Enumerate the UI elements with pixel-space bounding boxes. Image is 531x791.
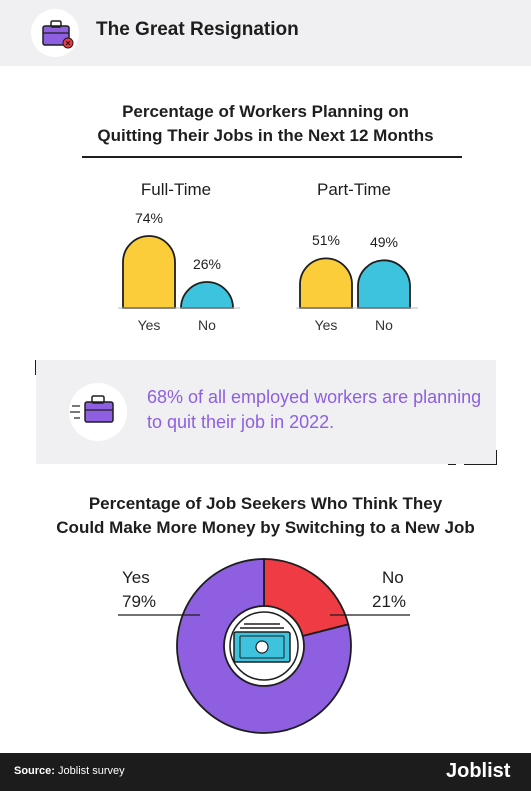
category-label-full-time-yes: Yes xyxy=(137,317,161,333)
source-label: Source: xyxy=(14,765,55,777)
callout-text: 68% of all employed workers are planning… xyxy=(147,387,482,432)
value-label-full-time-no: 26% xyxy=(192,256,222,272)
category-label-part-time-yes: Yes xyxy=(314,317,338,333)
briefcase-x-icon xyxy=(31,9,79,57)
brand-logo: Joblist xyxy=(446,760,511,782)
value-label-part-time-yes: 51% xyxy=(311,232,341,249)
source-text: Joblist survey xyxy=(58,765,125,777)
callout-bracket-bottom xyxy=(448,450,497,465)
bar-part-time-yes xyxy=(299,257,353,309)
donut-layer xyxy=(176,558,352,734)
value-label-part-time-no: 49% xyxy=(369,234,399,251)
bar-full-time-no xyxy=(180,281,234,309)
money-bill-icon xyxy=(233,623,291,663)
chart-title-full-time: Full-Time xyxy=(140,180,212,199)
section1-title-line1: Percentage of Workers Planning on xyxy=(122,102,409,121)
section2-title-line1: Percentage of Job Seekers Who Think They xyxy=(88,494,443,513)
donut-label-no: No xyxy=(382,568,404,587)
donut-value-no: 21% xyxy=(372,592,407,611)
footer-bar xyxy=(0,753,531,791)
donut-value-yes: 79% xyxy=(122,592,157,611)
category-label-full-time-no: No xyxy=(198,317,216,333)
bar-part-time-no xyxy=(357,259,411,309)
bar-full-time-yes xyxy=(122,235,176,309)
donut-label-yes: Yes xyxy=(122,568,150,587)
section2-title-line2: Could Make More Money by Switching to a … xyxy=(56,518,475,537)
page-title: The Great Resignation xyxy=(96,19,299,40)
header-bar xyxy=(0,0,531,66)
section1-title-line2: Quitting Their Jobs in the Next 12 Month… xyxy=(97,126,434,145)
chart-title-part-time: Part-Time xyxy=(317,180,391,199)
value-label-full-time-yes: 74% xyxy=(134,210,164,226)
source-note: Source: Joblist survey xyxy=(14,765,125,777)
donut-slice-yes xyxy=(176,558,352,734)
category-label-part-time-no: No xyxy=(375,317,393,333)
bars-layer xyxy=(122,235,411,309)
briefcase-icon xyxy=(69,383,127,441)
